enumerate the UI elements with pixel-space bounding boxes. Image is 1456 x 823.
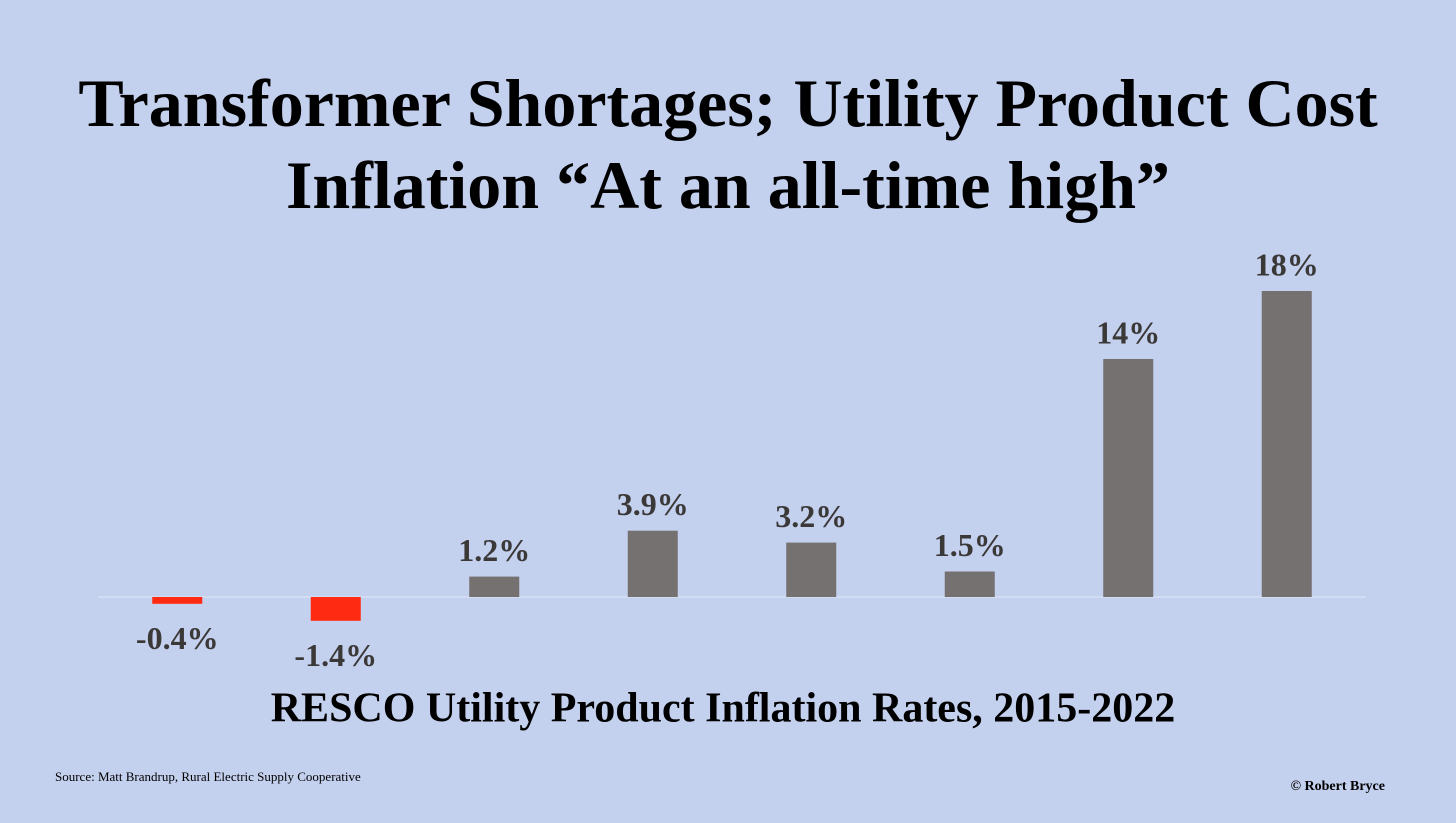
bar	[786, 542, 837, 597]
bar	[310, 597, 361, 621]
value-label: 14%	[1096, 314, 1160, 350]
bar	[944, 571, 995, 597]
bar	[152, 597, 203, 604]
value-label: 1.2%	[458, 532, 530, 568]
bar	[469, 576, 520, 597]
source: Source: Matt Brandrup, Rural Electric Su…	[55, 769, 361, 784]
bar	[627, 530, 678, 597]
value-label: 3.2%	[775, 498, 847, 534]
value-label: -1.4%	[294, 637, 377, 673]
bar	[1103, 359, 1154, 597]
bar	[1261, 291, 1312, 597]
value-label: 3.9%	[617, 486, 689, 522]
value-label: -0.4%	[136, 620, 219, 656]
value-label: 18%	[1255, 246, 1319, 282]
subtitle: RESCO Utility Product Inflation Rates, 2…	[271, 686, 1176, 732]
value-label: 1.5%	[934, 527, 1006, 563]
chart-title: Transformer Shortages; Utility Product C…	[78, 65, 1378, 223]
credit: © Robert Bryce	[1291, 779, 1385, 794]
